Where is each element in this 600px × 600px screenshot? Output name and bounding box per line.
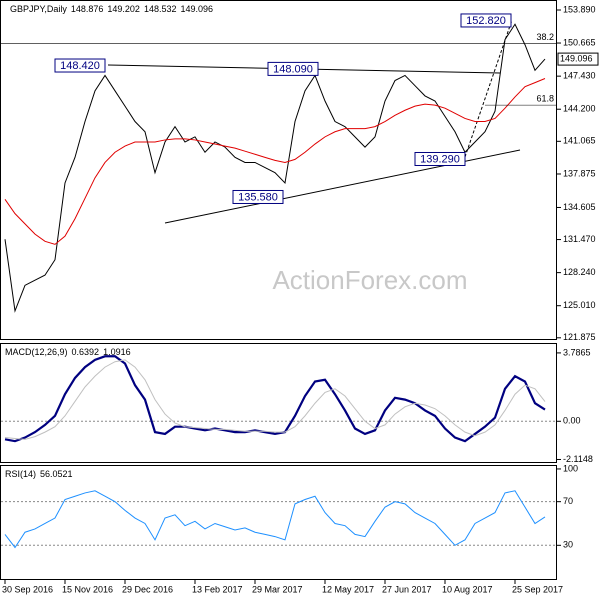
y-tick-label: 128.240 <box>563 267 596 277</box>
y-tick-label: 100 <box>563 463 578 473</box>
y-tick-label: 147.430 <box>563 71 596 81</box>
pane-title: GBPJPY,Daily 148.876 149.202 148.532 149.096 <box>10 4 213 14</box>
last-price-box <box>557 52 599 66</box>
y-tick-label: 3.7865 <box>563 347 591 357</box>
y-tick-label: 121.875 <box>563 332 596 342</box>
price-label: 152.820 <box>466 15 506 27</box>
y-tick-label: 141.065 <box>563 136 596 146</box>
title: MACD(12,26,9) <box>5 347 68 357</box>
reading: 1.0916 <box>103 347 131 357</box>
x-tick-label: 29 Dec 2016 <box>122 584 173 594</box>
reading: 0.6392 <box>72 347 100 357</box>
y-tick-label: 150.665 <box>563 37 596 47</box>
y-tick-label: 0.00 <box>563 416 581 426</box>
series-line <box>4 23 546 313</box>
y-tick-label: 125.010 <box>563 300 596 310</box>
x-tick-label: 12 May 2017 <box>322 584 374 594</box>
price-label-box <box>460 13 512 28</box>
pane-title: RSI(14) 56.0521 <box>5 469 73 479</box>
price-label-box <box>54 58 106 73</box>
price-label: 135.580 <box>238 191 278 203</box>
rsi-pane <box>0 465 557 580</box>
watermark: ActionForex.com <box>272 265 467 295</box>
title: RSI(14) <box>5 469 36 479</box>
y-tick-label: 30 <box>563 540 573 550</box>
reading: 149.202 <box>107 4 140 14</box>
price-label-box <box>232 189 284 204</box>
series-line <box>4 359 546 440</box>
series-line <box>4 355 546 443</box>
price-label-box <box>414 151 466 166</box>
series-line <box>4 78 546 245</box>
price-label: 139.290 <box>420 153 460 165</box>
reading: 149.096 <box>181 4 214 14</box>
last-price: 149.096 <box>560 53 593 63</box>
y-tick-label: 131.470 <box>563 234 596 244</box>
x-tick-label: 10 Aug 2017 <box>442 584 493 594</box>
y-tick-label: 137.875 <box>563 168 596 178</box>
y-tick-label: 70 <box>563 496 573 506</box>
macd-pane <box>0 343 557 463</box>
x-tick-label: 13 Feb 2017 <box>192 584 243 594</box>
x-tick-label: 25 Sep 2017 <box>512 584 563 594</box>
x-tick-label: 27 Jun 2017 <box>382 584 432 594</box>
x-tick-label: 29 Mar 2017 <box>252 584 303 594</box>
price-label-box <box>267 61 319 76</box>
x-tick-label: 15 Nov 2016 <box>62 584 113 594</box>
price-label: 148.090 <box>273 63 313 75</box>
y-tick-label: 144.200 <box>563 104 596 114</box>
title: GBPJPY,Daily <box>10 4 67 14</box>
x-tick-label: 30 Sep 2016 <box>2 584 53 594</box>
series-line <box>4 490 546 549</box>
reading: 148.876 <box>71 4 104 14</box>
y-tick-label: 153.890 <box>563 4 596 14</box>
y-tick-label: -2.1148 <box>563 454 593 464</box>
y-tick-label: 134.605 <box>563 202 596 212</box>
fib-label: 61.8 <box>536 94 554 104</box>
price-pane <box>0 0 557 340</box>
reading: 56.0521 <box>40 469 73 479</box>
pane-title: MACD(12,26,9) 0.6392 1.0916 <box>5 347 131 357</box>
reading: 148.532 <box>144 4 177 14</box>
price-label: 148.420 <box>60 60 100 72</box>
fib-label: 38.2 <box>536 32 554 42</box>
